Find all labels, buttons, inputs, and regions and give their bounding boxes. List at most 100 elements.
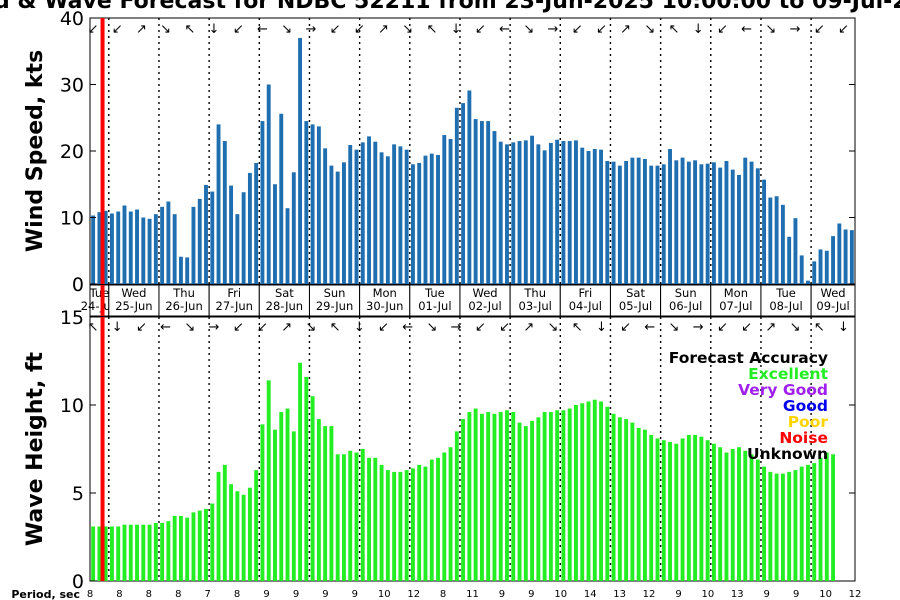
wind-direction-arrow-icon: ← (257, 22, 268, 37)
wind-bar (574, 140, 578, 284)
wave-bar (636, 427, 641, 581)
wave-direction-arrow-icon: ↙ (717, 320, 728, 335)
wind-direction-arrow-icon: ↘ (402, 22, 413, 37)
wind-bar (342, 162, 346, 284)
wind-bar (630, 157, 635, 284)
period-value: 11 (466, 589, 479, 600)
wind-direction-arrow-icon: ↓ (451, 22, 462, 37)
period-value: 13 (613, 589, 626, 600)
wave-bar (291, 431, 296, 581)
wind-bar (279, 113, 284, 284)
wave-bar (511, 412, 516, 581)
wave-direction-arrow-icon: → (693, 320, 704, 335)
wave-direction-arrow-icon: ↙ (136, 320, 147, 335)
wave-bar (147, 524, 152, 581)
period-value: 9 (322, 589, 328, 600)
wave-bar (166, 521, 171, 581)
wind-bar (724, 160, 729, 284)
wave-bar (561, 410, 566, 581)
wind-ytick-label: 30 (60, 75, 84, 97)
wind-direction-arrow-icon: ↙ (838, 22, 849, 37)
day-of-week-label: Tue (775, 286, 796, 300)
period-value: 7 (205, 589, 211, 600)
legend-noise: Noise (779, 429, 828, 447)
wave-bar (436, 457, 440, 581)
wave-direction-arrow-icon: ↖ (572, 320, 583, 335)
wave-direction-arrow-icon: ↖ (88, 320, 99, 335)
wave-bar (241, 494, 246, 581)
wave-bar (642, 429, 647, 581)
wave-bar (605, 406, 610, 581)
wave-bar (755, 459, 760, 581)
wave-bar (674, 443, 679, 581)
wave-direction-arrow-icon: ↖ (330, 320, 341, 335)
wind-bar (705, 163, 710, 284)
wind-bar (486, 121, 491, 284)
wind-bar (548, 143, 553, 284)
wind-bar (373, 141, 378, 284)
wave-bar (360, 449, 365, 581)
wind-bar (410, 164, 415, 284)
day-of-week-label: Fri (579, 286, 593, 300)
day-date-label: 25-Jun (115, 299, 152, 313)
wind-ylabel: Wind Speed, kts (23, 50, 48, 252)
wave-bar (116, 526, 121, 581)
wind-bar (103, 210, 108, 284)
wind-bar (316, 126, 321, 284)
wind-bar (624, 160, 629, 284)
wind-bar (849, 230, 854, 284)
wind-direction-arrow-icon: ↗ (136, 22, 147, 37)
wind-bar (398, 146, 403, 284)
wave-bar (567, 408, 572, 581)
wave-direction-arrow-icon: ↖ (814, 320, 825, 335)
wave-bar (398, 471, 403, 581)
day-date-label: 02-Jul (468, 299, 501, 313)
wind-bar (241, 192, 246, 284)
wave-ytick-label: 5 (72, 483, 84, 505)
wind-direction-arrow-icon: ↙ (354, 22, 365, 37)
wind-bar (755, 168, 760, 284)
wind-bar (743, 157, 748, 284)
wave-bar (799, 466, 804, 581)
wave-bar (536, 417, 541, 581)
wind-bar (354, 149, 359, 284)
period-value: 10 (554, 589, 567, 600)
wave-bar (486, 412, 491, 581)
wind-bar (806, 280, 810, 284)
day-cell (359, 284, 411, 317)
wave-ylabel: Wave Height, ft (23, 351, 48, 546)
wind-direction-arrow-icon: ↘ (644, 22, 655, 37)
wind-bar (793, 218, 798, 284)
wave-bar (730, 449, 735, 581)
day-date-label: 30-Jun (366, 299, 403, 313)
day-cell (308, 284, 361, 317)
wave-bar (693, 434, 698, 581)
wave-direction-arrow-icon: ← (402, 320, 413, 335)
wind-bar (367, 136, 371, 284)
wave-bar (743, 450, 748, 581)
wind-bar (711, 162, 716, 284)
wind-direction-arrow-icon: ↙ (814, 22, 825, 37)
wind-bar (523, 140, 528, 284)
wave-bar (216, 471, 221, 581)
wind-direction-arrow-icon: ↖ (669, 22, 680, 37)
legend-poor: Poor (788, 413, 829, 431)
wave-direction-arrow-icon: ↘ (790, 320, 801, 335)
legend-good: Good (783, 397, 828, 415)
wave-bar (254, 470, 259, 581)
wind-direction-arrow-icon: ↘ (765, 22, 776, 37)
wind-bar (498, 141, 503, 284)
day-date-label: 05-Jul (619, 299, 652, 313)
wave-bar (831, 454, 835, 581)
wave-bar (373, 457, 378, 581)
wave-frame (89, 316, 856, 582)
wave-bar (737, 447, 741, 581)
wind-bar (636, 157, 641, 284)
wind-direction-arrow-icon: ↗ (620, 22, 631, 37)
wave-bar (260, 424, 265, 581)
day-date-label: 07-Jul (719, 299, 752, 313)
wave-bar (404, 470, 409, 581)
day-of-week-label: Fri (227, 286, 241, 300)
wave-direction-arrow-icon: ↓ (596, 320, 607, 335)
day-of-week-label: Sun (675, 286, 697, 300)
